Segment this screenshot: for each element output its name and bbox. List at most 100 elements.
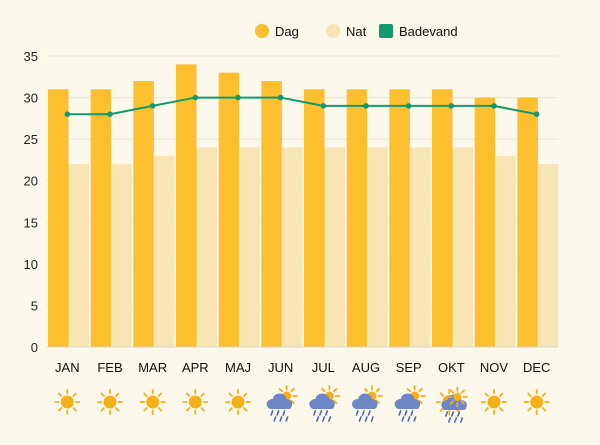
bar-dag-okt	[432, 89, 453, 347]
point-badevand-jun	[277, 94, 284, 101]
sun-ray	[406, 388, 411, 393]
sun-ray	[185, 392, 191, 397]
y-tick-label: 20	[24, 174, 38, 189]
legend-badevand-marker	[379, 24, 393, 38]
sun-ray	[527, 392, 532, 397]
rain-drop	[413, 416, 417, 422]
rain-icon	[394, 385, 426, 422]
rain-drop	[322, 416, 326, 422]
bar-nat-sep	[409, 147, 431, 347]
point-badevand-maj	[235, 94, 241, 101]
rain-drop	[319, 410, 323, 416]
sun-ray	[499, 407, 504, 412]
x-tick-label: APR	[182, 360, 209, 375]
legend-badevand-label: Badevand	[399, 24, 458, 39]
bar-dag-apr	[176, 64, 197, 348]
rain-drop	[358, 416, 362, 422]
bar-nat-aug	[367, 147, 388, 347]
legend-badevand: Badevand	[379, 24, 458, 39]
sun-ray	[449, 389, 454, 394]
sun-ray	[439, 407, 444, 412]
sun-disc	[103, 395, 117, 409]
sun-ray	[157, 407, 163, 412]
sun-disc	[231, 395, 245, 409]
rain-drop	[367, 410, 371, 416]
sun-ray	[333, 399, 338, 404]
sun-ray	[439, 392, 444, 397]
bar-dag-aug	[346, 89, 368, 347]
sun-ray	[72, 392, 77, 397]
x-tick-label: JAN	[55, 360, 80, 375]
rain-drop	[445, 411, 449, 417]
legend-dag-marker	[255, 24, 269, 38]
sun-ray	[157, 392, 163, 397]
bar-dag-mar	[133, 80, 154, 347]
cloud-part	[353, 403, 377, 409]
rain-drop	[355, 410, 359, 416]
rain-drop	[370, 416, 374, 422]
cloud-part	[310, 403, 335, 409]
sun-icon	[182, 389, 209, 415]
y-tick-label: 10	[24, 257, 38, 272]
x-tick-label: JUL	[312, 360, 335, 375]
sun-icon	[481, 389, 507, 415]
rain-icon	[309, 385, 341, 422]
x-tick-label: MAJ	[225, 360, 251, 375]
sun-disc	[453, 393, 462, 401]
bar-dag-feb	[90, 89, 112, 347]
bar-dag-jun	[261, 80, 282, 347]
bar-dag-dec	[517, 97, 538, 347]
sun-ray	[185, 407, 191, 412]
sun-ray	[228, 392, 233, 397]
sun-ray	[484, 407, 489, 412]
bar-dag-jul	[304, 89, 325, 347]
sun-ray	[243, 392, 248, 397]
x-tick-label: MAR	[138, 360, 167, 375]
x-tick-label: JUN	[268, 360, 293, 375]
legend-nat-label: Nat	[346, 24, 367, 39]
sun-ray	[290, 388, 295, 393]
rain-drop	[270, 410, 274, 416]
rain-drop	[451, 411, 455, 417]
sun-ray	[541, 392, 547, 397]
sun-ray	[278, 388, 283, 393]
sun-disc	[530, 395, 544, 409]
bar-nat-okt	[452, 147, 473, 347]
sun-ray	[72, 407, 77, 412]
mixed-icon	[435, 386, 468, 423]
sun-ray	[527, 407, 532, 412]
line-badevand	[67, 96, 537, 116]
bar-dag-jan	[48, 89, 69, 347]
sun-ray	[364, 388, 369, 393]
sun-ray	[333, 388, 338, 393]
bar-dag-sep	[389, 89, 410, 347]
rain-icon	[352, 385, 383, 422]
sun-ray	[484, 392, 489, 397]
sun-disc	[487, 395, 501, 409]
rain-icon	[266, 385, 298, 422]
legend-dag-label: Dag	[275, 24, 299, 39]
rain-drop	[460, 417, 464, 423]
sun-ray	[100, 392, 105, 397]
rain-drop	[457, 411, 461, 417]
cloud-part	[395, 403, 420, 409]
point-badevand-dec	[533, 111, 540, 117]
bar-nat-jul	[324, 147, 345, 347]
rain-drop	[398, 410, 402, 416]
bar-nat-nov	[495, 155, 516, 347]
legend-dag: Dag	[255, 24, 299, 39]
cloud-part	[267, 403, 292, 409]
sun-ray	[460, 400, 465, 405]
rain-drop	[316, 416, 320, 422]
x-tick-label: DEC	[523, 360, 550, 375]
rain-drop	[313, 410, 317, 416]
legend-nat: Nat	[326, 24, 367, 39]
sun-ray	[449, 400, 454, 405]
rain-drop	[285, 416, 289, 422]
rain-drop	[364, 416, 368, 422]
sun-ray	[200, 407, 205, 412]
bar-nat-jun	[281, 147, 303, 347]
point-badevand-apr	[192, 94, 199, 101]
